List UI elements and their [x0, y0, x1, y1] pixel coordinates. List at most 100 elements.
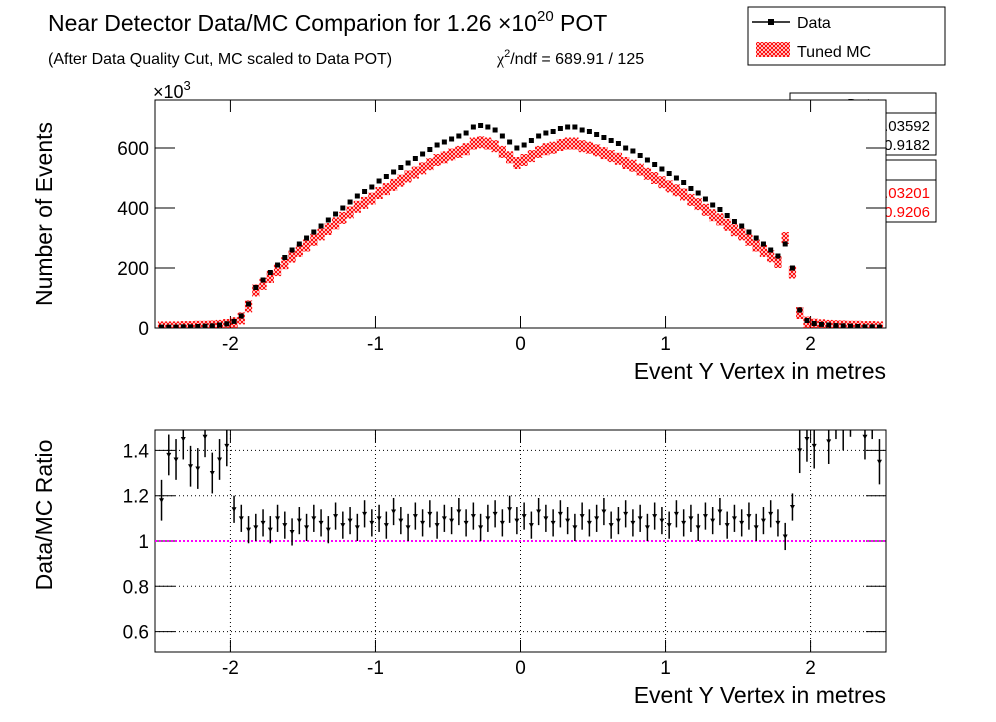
ratio-point [550, 520, 556, 526]
mc-box [418, 162, 427, 175]
y-tick-label: 1.2 [123, 487, 149, 508]
mc-box [752, 239, 760, 252]
data-point [499, 133, 505, 139]
data-point [441, 139, 447, 145]
data-point [811, 321, 817, 326]
mc-box [476, 136, 485, 149]
mc-box [629, 159, 637, 172]
mc-box [549, 141, 557, 154]
y-tick-label: 1 [138, 532, 149, 553]
y-tick-label: 200 [117, 259, 149, 280]
ratio-point [876, 459, 882, 465]
mc-box [404, 170, 412, 183]
ratio-point [507, 507, 513, 512]
ratio-point [789, 505, 795, 510]
data-point [746, 229, 752, 235]
data-point [572, 124, 578, 130]
data-point [318, 223, 324, 229]
ratio-point [572, 525, 578, 530]
ratio-point [702, 514, 708, 519]
data-point [594, 132, 600, 137]
ratio-point [557, 511, 563, 517]
ratio-point [195, 466, 201, 472]
ratio-point [768, 511, 774, 517]
data-point [507, 139, 513, 145]
x-tick-label: -1 [367, 658, 384, 679]
data-point [739, 223, 745, 229]
ratio-point [608, 523, 614, 528]
ratio-point [681, 520, 687, 526]
y-multiplier-sup: 3 [184, 78, 191, 93]
ratio-point [797, 448, 803, 453]
ratio-point [478, 525, 484, 530]
ratio-point [514, 518, 520, 524]
data-point [681, 180, 687, 185]
mc-box [593, 144, 601, 157]
x-tick-label: 0 [515, 334, 526, 355]
ratio-point [188, 464, 194, 469]
mc-box [665, 180, 673, 193]
mc-box [527, 150, 536, 163]
x-tick-label: -2 [222, 658, 239, 679]
data-point [630, 148, 636, 154]
ratio-point [843, 430, 844, 431]
mc-box [252, 284, 260, 297]
y-axis-label: Number of Events [31, 122, 57, 306]
ratio-point [536, 509, 542, 515]
y-tick-label: 0.6 [123, 623, 149, 644]
mc-box [738, 228, 746, 241]
mc-box [331, 217, 340, 230]
ratio-point [325, 527, 331, 533]
x-axis-label: Event Y Vertex in metres [634, 358, 886, 384]
mc-box [455, 145, 463, 158]
data-point [644, 157, 650, 163]
data-point [840, 323, 846, 328]
mc-box [447, 148, 456, 161]
x-tick-label: 1 [660, 334, 671, 355]
ratio-point [159, 498, 165, 503]
ratio-point [412, 514, 418, 519]
data-point [710, 202, 716, 208]
ratio-point [775, 520, 781, 526]
data-point [724, 213, 730, 218]
data-point [231, 318, 237, 324]
data-point [833, 323, 839, 328]
data-point [818, 321, 824, 327]
ratio-point [456, 509, 462, 515]
ratio-point [724, 523, 730, 528]
ratio-point [333, 514, 339, 519]
chi-symbol: χ [496, 51, 505, 68]
y-tick-label: 600 [117, 139, 149, 160]
data-point [782, 241, 788, 247]
ratio-point [543, 516, 549, 521]
ratio-point [231, 507, 237, 512]
ratio-point [637, 516, 643, 521]
ratio-point [470, 514, 476, 519]
data-point [195, 324, 201, 328]
ratio-point [463, 520, 469, 526]
ratio-point [304, 525, 310, 530]
data-point [478, 123, 484, 128]
ratio-point [398, 518, 404, 524]
data-point [289, 247, 295, 253]
mc-box [745, 233, 753, 246]
ratio-point [449, 518, 455, 524]
ratio-point [224, 443, 230, 449]
data-point [688, 186, 694, 191]
x-tick-label: 2 [805, 658, 816, 679]
chart-title: Near Detector Data/MC Comparion for 1.26… [48, 8, 607, 36]
data-point [238, 313, 244, 319]
mc-box [556, 139, 565, 151]
ratio-point [630, 520, 636, 526]
data-point [311, 229, 317, 235]
data-point [855, 324, 861, 328]
ratio-point [760, 518, 766, 524]
data-point [383, 174, 389, 179]
chi2: χ2/ndf = 689.91 / 125 [496, 48, 644, 68]
data-point [652, 162, 658, 167]
mc-box [651, 172, 659, 184]
data-point [376, 178, 382, 184]
legend-marker [768, 19, 774, 25]
data-point [180, 324, 186, 328]
